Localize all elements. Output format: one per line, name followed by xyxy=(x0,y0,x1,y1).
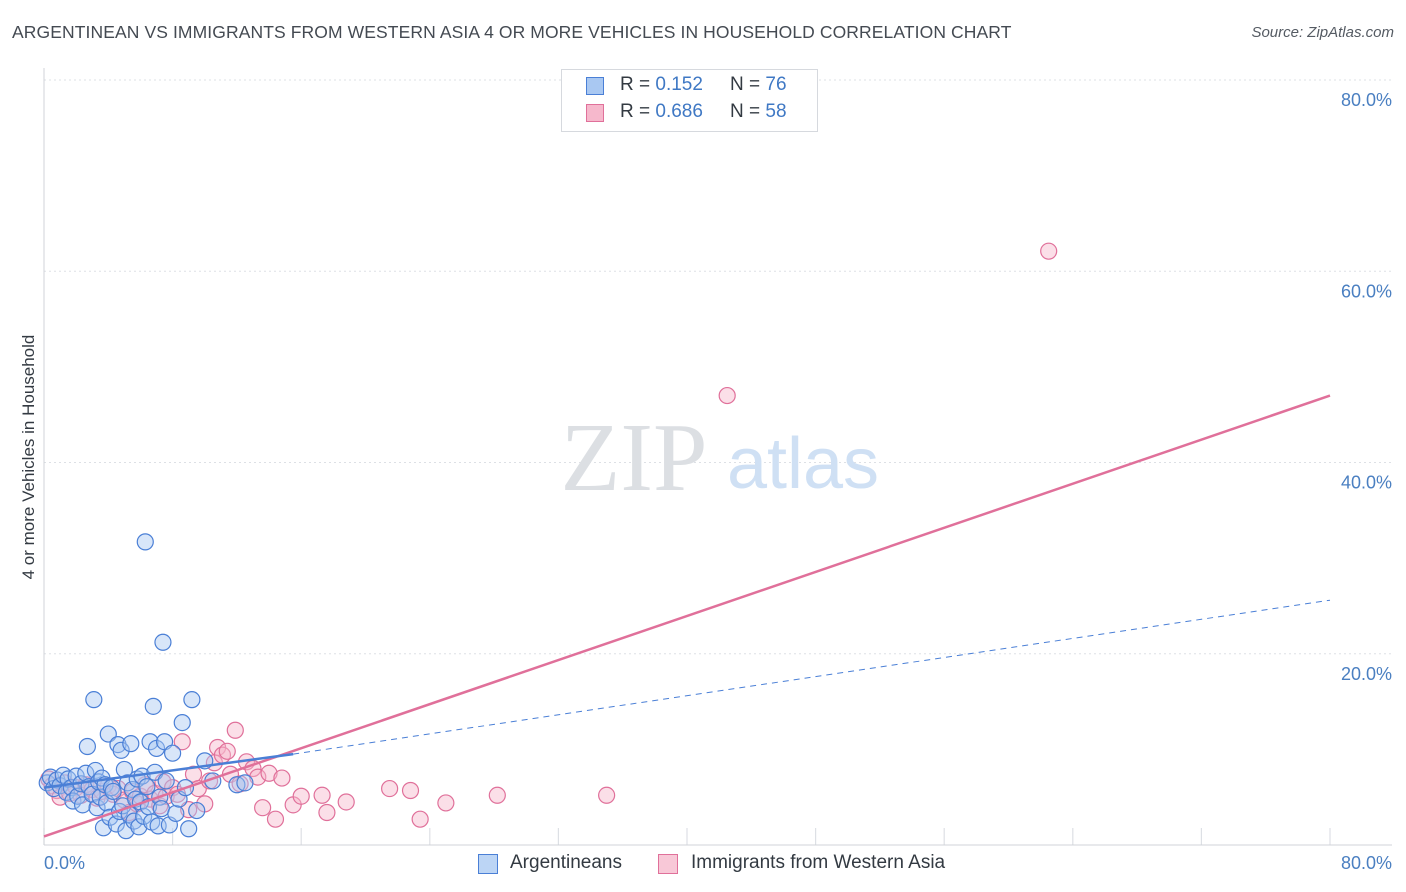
watermark-zip: ZIP xyxy=(561,404,708,512)
y-tick-label: 60.0% xyxy=(1341,281,1392,301)
trend-lines xyxy=(43,394,1331,838)
point-western-asia xyxy=(266,810,285,828)
legend-swatch-pink xyxy=(658,854,678,874)
point-argentineans xyxy=(154,633,172,651)
x-tick-label: 0.0% xyxy=(44,853,85,873)
legend-stats: R = 0.152 N = 76 R = 0.686 N = 58 xyxy=(561,69,818,132)
axes xyxy=(43,68,1392,846)
point-western-asia xyxy=(260,764,278,782)
point-argentineans xyxy=(94,819,113,837)
tick-labels: 20.0% 40.0% 60.0% 80.0% 0.0% 80.0% xyxy=(44,90,1392,873)
point-argentineans xyxy=(78,737,97,756)
point-argentineans xyxy=(112,741,130,759)
trend-line-argentineans xyxy=(43,752,294,789)
point-argentineans xyxy=(152,800,170,818)
point-argentineans xyxy=(88,799,106,817)
point-argentineans xyxy=(136,533,154,551)
watermark: ZIP atlas xyxy=(561,404,880,512)
point-argentineans xyxy=(104,782,122,801)
series-western-asia-points xyxy=(40,242,1058,828)
legend-swatch-pink xyxy=(586,104,604,122)
point-argentineans xyxy=(130,818,148,836)
source-credit: Source: ZipAtlas.com xyxy=(1251,24,1394,41)
point-western-asia xyxy=(292,787,310,805)
legend-swatch-blue xyxy=(478,854,498,874)
point-western-asia xyxy=(254,799,272,817)
y-tick-label: 20.0% xyxy=(1341,664,1392,684)
legend-r: R = 0.152 xyxy=(620,74,703,95)
trend-line-western-asia xyxy=(43,394,1331,838)
x-tick-label: 80.0% xyxy=(1341,853,1392,873)
series-argentineans-points xyxy=(38,533,254,840)
watermark-atlas: atlas xyxy=(727,424,879,504)
chart-title: ARGENTINEAN VS IMMIGRANTS FROM WESTERN A… xyxy=(12,22,1012,42)
trend-line-argentineans-extension xyxy=(293,599,1331,755)
point-western-asia xyxy=(401,781,420,800)
y-tick-label: 80.0% xyxy=(1341,90,1392,110)
point-western-asia xyxy=(273,769,291,787)
point-argentineans xyxy=(144,697,162,715)
point-western-asia xyxy=(718,386,736,405)
point-argentineans xyxy=(188,801,206,820)
legend-swatch-blue xyxy=(586,77,604,95)
point-argentineans xyxy=(157,772,175,790)
point-argentineans xyxy=(85,691,103,709)
point-western-asia xyxy=(226,721,244,739)
point-argentineans xyxy=(173,713,191,732)
legend-label: Argentineans xyxy=(510,852,622,873)
point-western-asia xyxy=(318,803,336,822)
point-western-asia xyxy=(381,779,399,798)
legend-label: Immigrants from Western Asia xyxy=(691,852,946,873)
legend-n: N = 58 xyxy=(730,101,787,122)
point-argentineans xyxy=(164,744,182,762)
y-tick-label: 40.0% xyxy=(1341,473,1392,493)
point-argentineans xyxy=(99,725,117,743)
point-western-asia xyxy=(411,810,429,828)
point-western-asia xyxy=(313,786,331,804)
point-argentineans xyxy=(138,778,156,796)
point-western-asia xyxy=(337,793,355,811)
point-argentineans xyxy=(64,792,82,810)
y-axis-label: 4 or more Vehicles in Household xyxy=(19,335,38,580)
point-western-asia xyxy=(173,733,191,751)
point-western-asia xyxy=(1040,242,1058,260)
point-western-asia xyxy=(218,742,236,760)
point-western-asia xyxy=(488,786,506,804)
legend-r: R = 0.686 xyxy=(620,101,703,122)
point-western-asia xyxy=(437,794,455,812)
point-argentineans xyxy=(123,780,142,799)
point-argentineans xyxy=(236,774,254,792)
point-argentineans xyxy=(141,733,159,751)
point-argentineans xyxy=(180,820,198,838)
point-argentineans xyxy=(167,804,185,823)
point-western-asia xyxy=(598,786,616,804)
point-argentineans xyxy=(73,796,92,814)
grid xyxy=(43,79,1392,845)
legend-n: N = 76 xyxy=(730,74,787,95)
point-argentineans xyxy=(183,691,201,709)
point-argentineans xyxy=(122,735,140,753)
